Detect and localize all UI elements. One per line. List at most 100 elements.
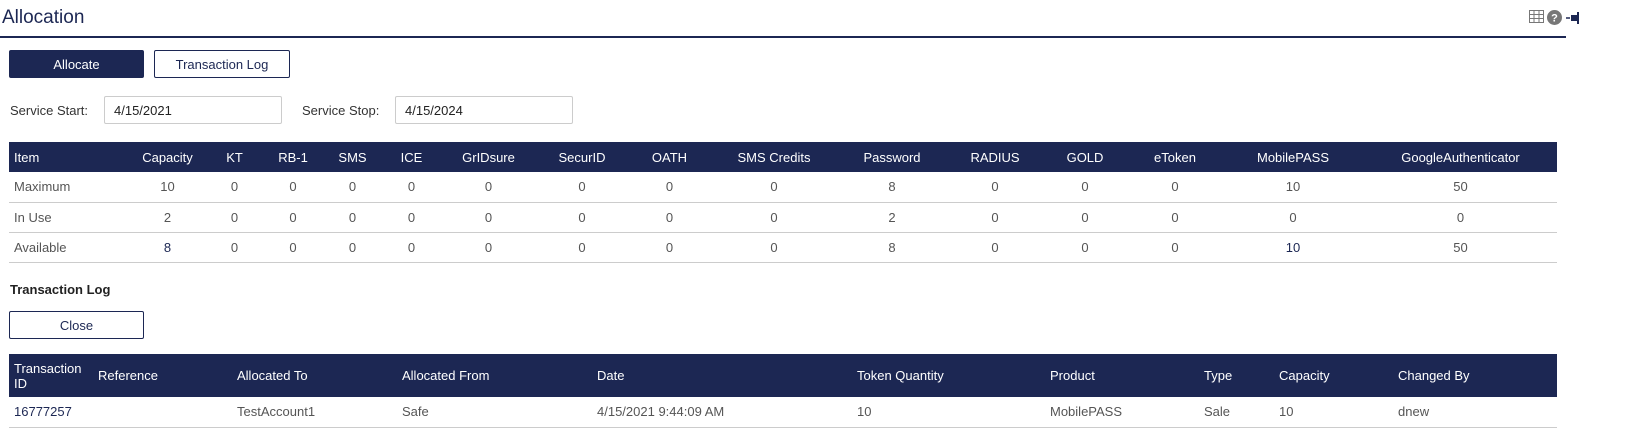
table-cell: 10 xyxy=(1274,397,1393,428)
table-cell: 0 xyxy=(537,172,627,203)
table-cell: 0 xyxy=(1222,202,1364,233)
column-header: Item xyxy=(9,142,130,172)
table-cell: 0 xyxy=(264,172,322,203)
table-cell: 0 xyxy=(383,172,440,203)
table-cell: 0 xyxy=(627,172,712,203)
column-header: SecurID xyxy=(537,142,627,172)
header-divider xyxy=(0,36,1566,38)
table-cell: 0 xyxy=(1128,202,1222,233)
table-cell: 0 xyxy=(205,172,264,203)
table-row: Available 8 0 0 0 0 0 0 0 0 8 0 0 0 10 50 xyxy=(9,232,1557,263)
column-header: Allocated To xyxy=(232,354,397,397)
column-header: GOLD xyxy=(1042,142,1128,172)
table-cell: Maximum xyxy=(9,172,130,203)
close-button[interactable]: Close xyxy=(9,311,144,339)
transaction-log-button[interactable]: Transaction Log xyxy=(154,50,290,78)
column-header: eToken xyxy=(1128,142,1222,172)
table-cell: 0 xyxy=(1042,202,1128,233)
table-cell: 0 xyxy=(264,202,322,233)
value-link[interactable]: 8 xyxy=(130,232,205,263)
grid-icon[interactable] xyxy=(1529,10,1544,26)
table-cell: 0 xyxy=(440,172,537,203)
table-cell: 4/15/2021 9:44:09 AM xyxy=(592,397,852,428)
table-cell: 8 xyxy=(836,172,948,203)
table-cell: 0 xyxy=(383,202,440,233)
pin-icon[interactable] xyxy=(1566,12,1580,27)
allocate-button[interactable]: Allocate xyxy=(9,50,144,78)
svg-text:?: ? xyxy=(1551,13,1558,25)
column-header: Changed By xyxy=(1393,354,1557,397)
column-header: Date xyxy=(592,354,852,397)
table-cell: 2 xyxy=(836,202,948,233)
service-stop-input[interactable] xyxy=(395,96,573,124)
column-header: GoogleAuthenticator xyxy=(1364,142,1557,172)
service-start-label: Service Start: xyxy=(10,103,89,118)
table-cell: 2 xyxy=(130,202,205,233)
table-cell: 0 xyxy=(627,232,712,263)
value-link[interactable]: 10 xyxy=(1222,232,1364,263)
table-cell: 0 xyxy=(948,202,1042,233)
service-stop-label: Service Stop: xyxy=(302,103,380,118)
table-cell: MobilePASS xyxy=(1045,397,1199,428)
column-header: Token Quantity xyxy=(852,354,1045,397)
column-header: Password xyxy=(836,142,948,172)
table-row: Maximum 10 0 0 0 0 0 0 0 0 8 0 0 0 10 50 xyxy=(9,172,1557,203)
column-header: SMS xyxy=(322,142,383,172)
transaction-log-heading: Transaction Log xyxy=(10,282,111,297)
page-title: Allocation xyxy=(2,7,85,28)
table-cell: 10 xyxy=(852,397,1045,428)
column-header: Product xyxy=(1045,354,1199,397)
table-cell: 0 xyxy=(322,232,383,263)
column-header: MobilePASS xyxy=(1222,142,1364,172)
table-cell: 8 xyxy=(836,232,948,263)
column-header: KT xyxy=(205,142,264,172)
table-cell: TestAccount1 xyxy=(232,397,397,428)
column-header: OATH xyxy=(627,142,712,172)
table-cell: 10 xyxy=(130,172,205,203)
service-start-input[interactable] xyxy=(104,96,282,124)
column-header: SMS Credits xyxy=(712,142,836,172)
table-cell xyxy=(93,397,232,428)
table-cell: 0 xyxy=(440,232,537,263)
column-header: Type xyxy=(1199,354,1274,397)
table-cell: 0 xyxy=(264,232,322,263)
column-header: ICE xyxy=(383,142,440,172)
transaction-id-link[interactable]: 16777257 xyxy=(9,397,93,428)
column-header: RADIUS xyxy=(948,142,1042,172)
table-cell: 0 xyxy=(205,232,264,263)
table-cell: 0 xyxy=(440,202,537,233)
table-cell: In Use xyxy=(9,202,130,233)
column-header: Transaction ID xyxy=(9,354,93,397)
table-cell: 0 xyxy=(1128,232,1222,263)
table-cell: 0 xyxy=(948,232,1042,263)
table-cell: 0 xyxy=(627,202,712,233)
table-cell: 0 xyxy=(205,202,264,233)
table-cell: 0 xyxy=(712,202,836,233)
table-cell: 50 xyxy=(1364,172,1557,203)
table-cell: 0 xyxy=(322,202,383,233)
table-cell: Available xyxy=(9,232,130,263)
table-cell: 10 xyxy=(1222,172,1364,203)
column-header: RB-1 xyxy=(264,142,322,172)
table-row: 16777257 TestAccount1 Safe 4/15/2021 9:44:0… xyxy=(9,397,1557,428)
table-cell: 0 xyxy=(537,202,627,233)
column-header: Allocated From xyxy=(397,354,592,397)
help-icon[interactable]: ? xyxy=(1547,10,1562,28)
table-cell: Safe xyxy=(397,397,592,428)
table-cell: 0 xyxy=(712,232,836,263)
table-cell: 0 xyxy=(1042,172,1128,203)
allocation-table: Item Capacity KT RB-1 SMS ICE GrIDsure SecurID O… xyxy=(9,142,1557,263)
table-row: In Use 2 0 0 0 0 0 0 0 0 2 0 0 0 0 0 xyxy=(9,202,1557,233)
table-cell: 0 xyxy=(1128,172,1222,203)
table-cell: 50 xyxy=(1364,232,1557,263)
table-cell: 0 xyxy=(1364,202,1557,233)
table-cell: 0 xyxy=(383,232,440,263)
table-cell: dnew xyxy=(1393,397,1557,428)
column-header: Reference xyxy=(93,354,232,397)
transaction-log-table: Transaction ID Reference Allocated To Alloc… xyxy=(9,354,1557,428)
table-cell: 0 xyxy=(537,232,627,263)
column-header: Capacity xyxy=(1274,354,1393,397)
table-cell: 0 xyxy=(712,172,836,203)
table-cell: 0 xyxy=(322,172,383,203)
table-cell: 0 xyxy=(1042,232,1128,263)
